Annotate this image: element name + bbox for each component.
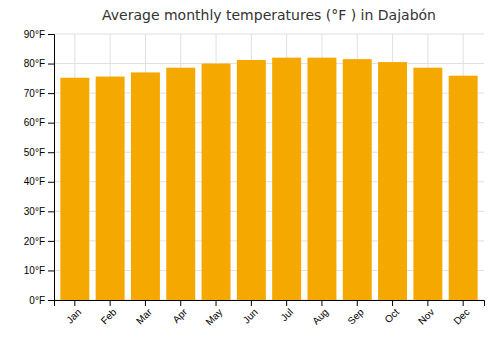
x-tick-mark: [463, 300, 464, 306]
x-tick: Apr: [170, 300, 189, 325]
x-tick: Mar: [134, 300, 154, 326]
x-tick-label: Sep: [345, 306, 366, 327]
x-tick-label: Feb: [99, 306, 119, 326]
x-tick: Sep: [345, 300, 366, 327]
x-tick: Oct: [382, 300, 401, 325]
y-tick: 60°F: [24, 117, 54, 128]
y-tick-label: 90°F: [24, 29, 45, 40]
x-tick-mark: [357, 300, 358, 306]
y-tick-label: 70°F: [24, 88, 45, 99]
y-tick-label: 30°F: [24, 206, 45, 217]
x-tick-label: Jun: [241, 306, 260, 325]
x-axis: Jan Feb Mar Apr May Jun Jul Aug Sep Oct Nov Dec: [55, 300, 485, 328]
axis-line: [55, 301, 485, 307]
y-tick: 0°F: [29, 295, 54, 306]
y-tick-label: 60°F: [24, 117, 45, 128]
bar: [272, 58, 301, 300]
y-tick-label: 80°F: [24, 58, 45, 69]
bar: [413, 68, 442, 300]
y-tick-label: 0°F: [29, 295, 45, 306]
x-tick-mark: [145, 300, 146, 306]
bar: [343, 59, 372, 300]
y-tick: 20°F: [24, 236, 54, 247]
y-tick-label: 50°F: [24, 147, 45, 158]
x-tick-mark: [216, 300, 217, 306]
x-tick-mark: [392, 300, 393, 306]
y-tick: 10°F: [24, 265, 54, 276]
x-tick-mark: [110, 300, 111, 306]
x-tick: Nov: [416, 300, 436, 327]
y-tick: 50°F: [24, 147, 54, 158]
y-tick-mark: [48, 152, 54, 153]
bar: [96, 77, 125, 300]
y-tick: 70°F: [24, 88, 54, 99]
x-tick-mark: [286, 300, 287, 306]
y-tick: 40°F: [24, 176, 54, 187]
grid: [54, 34, 484, 300]
x-tick-label: Apr: [170, 306, 189, 325]
y-tick-mark: [48, 64, 54, 65]
bar: [378, 62, 407, 300]
bar: [237, 60, 266, 300]
bar: [166, 68, 195, 300]
y-tick-mark: [48, 241, 54, 242]
x-tick: May: [203, 300, 224, 328]
chart-svg: Jan Feb Mar Apr May Jun Jul Aug Sep Oct Nov Dec 0°F 1…: [0, 0, 500, 350]
y-tick-mark: [48, 211, 54, 212]
x-tick-label: May: [203, 306, 224, 327]
y-tick-mark: [48, 270, 54, 271]
x-tick-label: Mar: [134, 306, 154, 326]
y-axis: 0°F 10°F 20°F 30°F 40°F 50°F 60°F 70°F 80°F 90°F: [24, 29, 55, 306]
y-tick-mark: [48, 93, 54, 94]
x-tick-label: Aug: [310, 306, 330, 326]
y-tick-mark: [48, 182, 54, 183]
grid-line-y: [54, 63, 484, 64]
x-tick-label: Nov: [416, 306, 436, 326]
x-tick-label: Dec: [451, 306, 471, 326]
x-tick: Feb: [99, 300, 119, 326]
y-tick: 90°F: [24, 29, 54, 40]
y-tick-label: 10°F: [24, 265, 45, 276]
title: Average monthly temperatures (°F ) in Da…: [102, 7, 436, 23]
x-tick: Aug: [310, 300, 330, 327]
axis-line: [48, 35, 55, 301]
y-tick-label: 40°F: [24, 176, 45, 187]
y-tick: 80°F: [24, 58, 54, 69]
y-tick-label: 20°F: [24, 236, 45, 247]
x-tick-mark: [427, 300, 428, 306]
bar: [131, 72, 160, 300]
y-tick-mark: [48, 123, 54, 124]
x-tick: Dec: [451, 300, 471, 327]
bar: [307, 58, 336, 300]
bar: [202, 64, 231, 300]
grid-line-y: [54, 34, 484, 35]
bar: [449, 76, 478, 300]
chart-container: Jan Feb Mar Apr May Jun Jul Aug Sep Oct Nov Dec 0°F 1…: [0, 0, 500, 350]
x-tick: Jul: [278, 300, 295, 323]
x-tick-label: Oct: [382, 306, 401, 325]
bar: [60, 78, 89, 300]
x-tick-mark: [321, 300, 322, 306]
y-tick-mark: [48, 34, 54, 35]
bars: [60, 58, 477, 300]
x-tick: Jan: [64, 300, 83, 326]
x-tick-mark: [74, 300, 75, 306]
x-tick: Jun: [241, 300, 260, 326]
y-tick-mark: [48, 300, 54, 301]
x-tick-label: Jul: [278, 306, 295, 323]
x-tick-mark: [251, 300, 252, 306]
y-tick: 30°F: [24, 206, 54, 217]
x-tick-label: Jan: [64, 306, 83, 325]
x-tick-mark: [180, 300, 181, 306]
